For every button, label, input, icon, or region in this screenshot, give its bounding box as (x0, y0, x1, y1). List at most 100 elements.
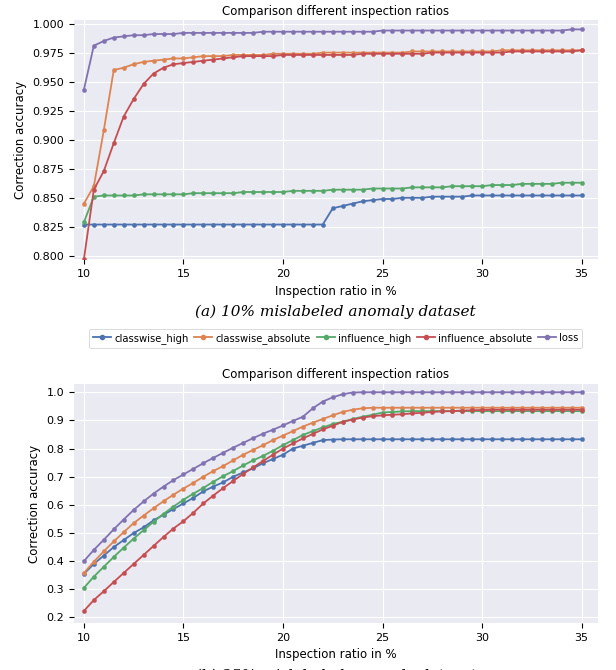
loss (568, 388, 575, 396)
classwise_absolute (448, 404, 456, 412)
influence_high (578, 179, 585, 187)
classwise_absolute (369, 404, 376, 412)
X-axis label: Inspection ratio in %: Inspection ratio in % (275, 649, 397, 661)
classwise_high (419, 436, 426, 444)
classwise_high (80, 220, 87, 228)
Line: loss: loss (82, 27, 584, 92)
loss (408, 27, 416, 35)
influence_high (240, 462, 247, 470)
influence_high (408, 184, 416, 192)
loss (359, 388, 367, 396)
influence_absolute (240, 470, 247, 478)
Line: influence_absolute: influence_absolute (82, 407, 584, 613)
classwise_absolute (80, 200, 87, 208)
Line: classwise_absolute: classwise_absolute (82, 48, 584, 206)
Line: classwise_absolute: classwise_absolute (82, 405, 584, 575)
classwise_absolute (568, 404, 575, 412)
influence_absolute (408, 50, 416, 58)
classwise_high (190, 220, 197, 228)
Y-axis label: Correction accuracy: Correction accuracy (28, 444, 41, 563)
Title: Comparison different inspection ratios: Comparison different inspection ratios (222, 369, 449, 381)
influence_high (448, 407, 456, 415)
loss (419, 388, 426, 396)
classwise_high (448, 436, 456, 444)
loss (80, 557, 87, 565)
Text: (a) 10% mislabeled anomaly dataset: (a) 10% mislabeled anomaly dataset (195, 305, 476, 319)
classwise_high (568, 436, 575, 444)
influence_absolute (488, 406, 496, 414)
classwise_high (240, 468, 247, 476)
classwise_absolute (240, 451, 247, 459)
classwise_high (439, 193, 446, 201)
classwise_absolute (578, 404, 585, 412)
Title: Comparison different inspection ratios: Comparison different inspection ratios (222, 5, 449, 17)
classwise_high (240, 220, 247, 228)
classwise_absolute (568, 46, 575, 54)
classwise_absolute (498, 46, 506, 54)
influence_absolute (230, 53, 237, 61)
loss (230, 444, 237, 452)
influence_absolute (439, 49, 446, 57)
loss (240, 439, 247, 447)
influence_high (190, 189, 197, 197)
loss (578, 25, 585, 34)
Line: influence_absolute: influence_absolute (82, 48, 584, 261)
loss (568, 25, 575, 34)
influence_absolute (568, 406, 575, 414)
loss (190, 29, 197, 37)
influence_absolute (578, 46, 585, 54)
Line: influence_high: influence_high (82, 409, 584, 590)
influence_absolute (568, 48, 575, 56)
influence_high (408, 407, 416, 415)
classwise_absolute (240, 51, 247, 59)
classwise_high (578, 436, 585, 444)
influence_high (419, 407, 426, 415)
classwise_absolute (80, 569, 87, 577)
classwise_absolute (578, 46, 585, 54)
classwise_high (578, 192, 585, 200)
influence_high (80, 218, 87, 226)
influence_high (578, 407, 585, 415)
classwise_absolute (230, 51, 237, 59)
influence_high (230, 189, 237, 197)
influence_high (190, 490, 197, 498)
influence_absolute (578, 406, 585, 414)
Legend: classwise_high, classwise_absolute, influence_high, influence_absolute, loss: classwise_high, classwise_absolute, infl… (89, 329, 582, 348)
classwise_high (230, 473, 237, 481)
influence_high (558, 179, 565, 187)
Line: classwise_high: classwise_high (82, 438, 584, 576)
classwise_high (80, 570, 87, 578)
influence_high (240, 188, 247, 196)
influence_absolute (190, 509, 197, 517)
influence_absolute (80, 255, 87, 263)
classwise_absolute (230, 456, 237, 464)
classwise_high (190, 494, 197, 502)
classwise_high (408, 194, 416, 202)
classwise_high (230, 220, 237, 228)
influence_absolute (408, 409, 416, 417)
loss (80, 86, 87, 94)
loss (558, 27, 565, 35)
loss (439, 27, 446, 35)
influence_absolute (240, 52, 247, 60)
influence_absolute (230, 477, 237, 485)
classwise_absolute (439, 48, 446, 56)
influence_absolute (80, 607, 87, 615)
classwise_absolute (408, 48, 416, 56)
influence_absolute (439, 407, 446, 415)
loss (448, 388, 456, 396)
influence_high (568, 179, 575, 187)
classwise_high (568, 192, 575, 200)
Line: influence_high: influence_high (82, 181, 584, 224)
loss (230, 29, 237, 37)
Line: classwise_high: classwise_high (82, 194, 584, 226)
loss (240, 29, 247, 37)
influence_high (230, 467, 237, 475)
classwise_high (339, 436, 346, 444)
loss (578, 388, 585, 396)
influence_absolute (190, 58, 197, 66)
classwise_absolute (190, 479, 197, 487)
Line: loss: loss (82, 390, 584, 563)
X-axis label: Inspection ratio in %: Inspection ratio in % (275, 285, 397, 297)
loss (190, 465, 197, 473)
